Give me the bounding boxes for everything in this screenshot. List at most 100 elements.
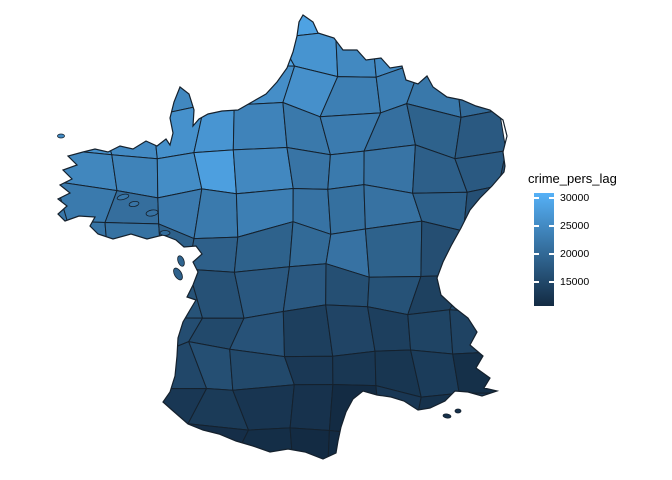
department-region <box>463 185 500 232</box>
department-region <box>372 21 423 78</box>
department-region <box>144 60 205 117</box>
department-cells <box>58 15 507 459</box>
department-region <box>58 107 76 151</box>
department-region <box>70 61 108 109</box>
department-region <box>58 341 114 384</box>
island <box>128 200 140 208</box>
department-region <box>102 424 158 459</box>
legend-tick-mark <box>549 225 554 227</box>
department-region <box>367 306 412 352</box>
island <box>57 133 65 139</box>
department-region <box>144 23 204 74</box>
department-region <box>104 222 162 280</box>
legend-tick-label: 15000 <box>560 275 590 288</box>
department-region <box>193 188 239 240</box>
department-region <box>193 104 235 154</box>
department-region <box>454 109 507 160</box>
department-region <box>61 273 110 320</box>
department-region <box>106 23 155 74</box>
department-region <box>282 304 334 358</box>
department-region <box>449 15 507 38</box>
department-region <box>503 305 507 358</box>
department-region <box>64 15 114 39</box>
legend-tick-mark <box>549 281 554 283</box>
department-region <box>455 28 507 72</box>
department-region <box>187 423 249 459</box>
department-region <box>97 61 154 117</box>
department-region <box>455 62 500 118</box>
department-region <box>198 32 240 66</box>
department-region <box>449 309 507 355</box>
island <box>145 209 159 217</box>
legend-tick-mark <box>549 197 554 199</box>
department-region <box>407 309 454 355</box>
department-region <box>459 427 502 459</box>
department-region <box>418 21 458 72</box>
department-region <box>58 306 65 348</box>
legend-tick-label: 25000 <box>560 220 590 232</box>
department-region <box>498 140 507 190</box>
department-region <box>327 184 366 235</box>
department-region <box>328 384 382 437</box>
department-region <box>107 354 162 390</box>
department-region <box>107 15 155 39</box>
department-region <box>364 220 423 278</box>
department-region <box>58 181 68 234</box>
department-region <box>369 15 422 40</box>
island <box>454 408 462 414</box>
department-region <box>493 388 507 437</box>
department-region <box>103 263 162 320</box>
island <box>442 413 452 419</box>
department-region <box>326 430 382 459</box>
department-region <box>64 104 113 156</box>
department-region <box>289 384 334 431</box>
legend-tick-mark <box>549 253 554 255</box>
legend-tick-mark <box>534 253 539 255</box>
legend-tick-mark <box>534 225 539 227</box>
country-outline <box>56 14 508 460</box>
department-region <box>97 104 158 160</box>
department-region <box>58 341 65 384</box>
department-region <box>103 317 153 357</box>
department-region <box>289 427 330 459</box>
department-region <box>147 15 202 38</box>
department-region <box>66 220 110 280</box>
department-region <box>202 60 239 106</box>
legend-tick-mark <box>534 197 539 199</box>
island <box>116 193 130 201</box>
department-region <box>449 263 507 314</box>
department-region <box>198 15 242 38</box>
department-region <box>377 423 417 459</box>
department-region <box>325 304 376 357</box>
department-region <box>58 421 118 459</box>
department-region <box>58 15 68 29</box>
island <box>173 267 183 281</box>
island <box>159 230 171 236</box>
department-region <box>58 272 73 310</box>
department-region <box>411 423 470 459</box>
department-region <box>278 15 337 39</box>
department-region <box>328 15 374 40</box>
legend-colorbar <box>534 193 554 306</box>
department-region <box>102 381 162 433</box>
department-region <box>144 423 196 459</box>
department-region <box>58 67 76 115</box>
department-region <box>58 145 66 197</box>
legend-tick-mark <box>534 281 539 283</box>
department-region <box>335 30 377 78</box>
legend-tick-label: 30000 <box>560 192 590 205</box>
department-region <box>58 220 73 275</box>
island <box>177 255 185 267</box>
department-region <box>418 15 458 38</box>
department-region <box>58 381 114 433</box>
department-region <box>493 350 507 394</box>
legend-title: crime_pers_lag <box>528 171 617 186</box>
department-region <box>66 25 109 68</box>
department-region <box>58 25 72 75</box>
department-region <box>237 32 296 67</box>
department-region <box>233 266 290 319</box>
department-region <box>282 263 327 312</box>
department-region <box>327 150 365 190</box>
